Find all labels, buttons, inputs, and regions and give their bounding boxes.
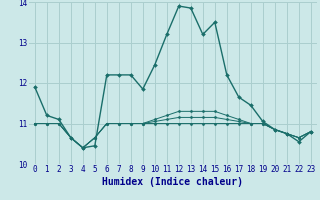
X-axis label: Humidex (Indice chaleur): Humidex (Indice chaleur): [102, 177, 243, 187]
